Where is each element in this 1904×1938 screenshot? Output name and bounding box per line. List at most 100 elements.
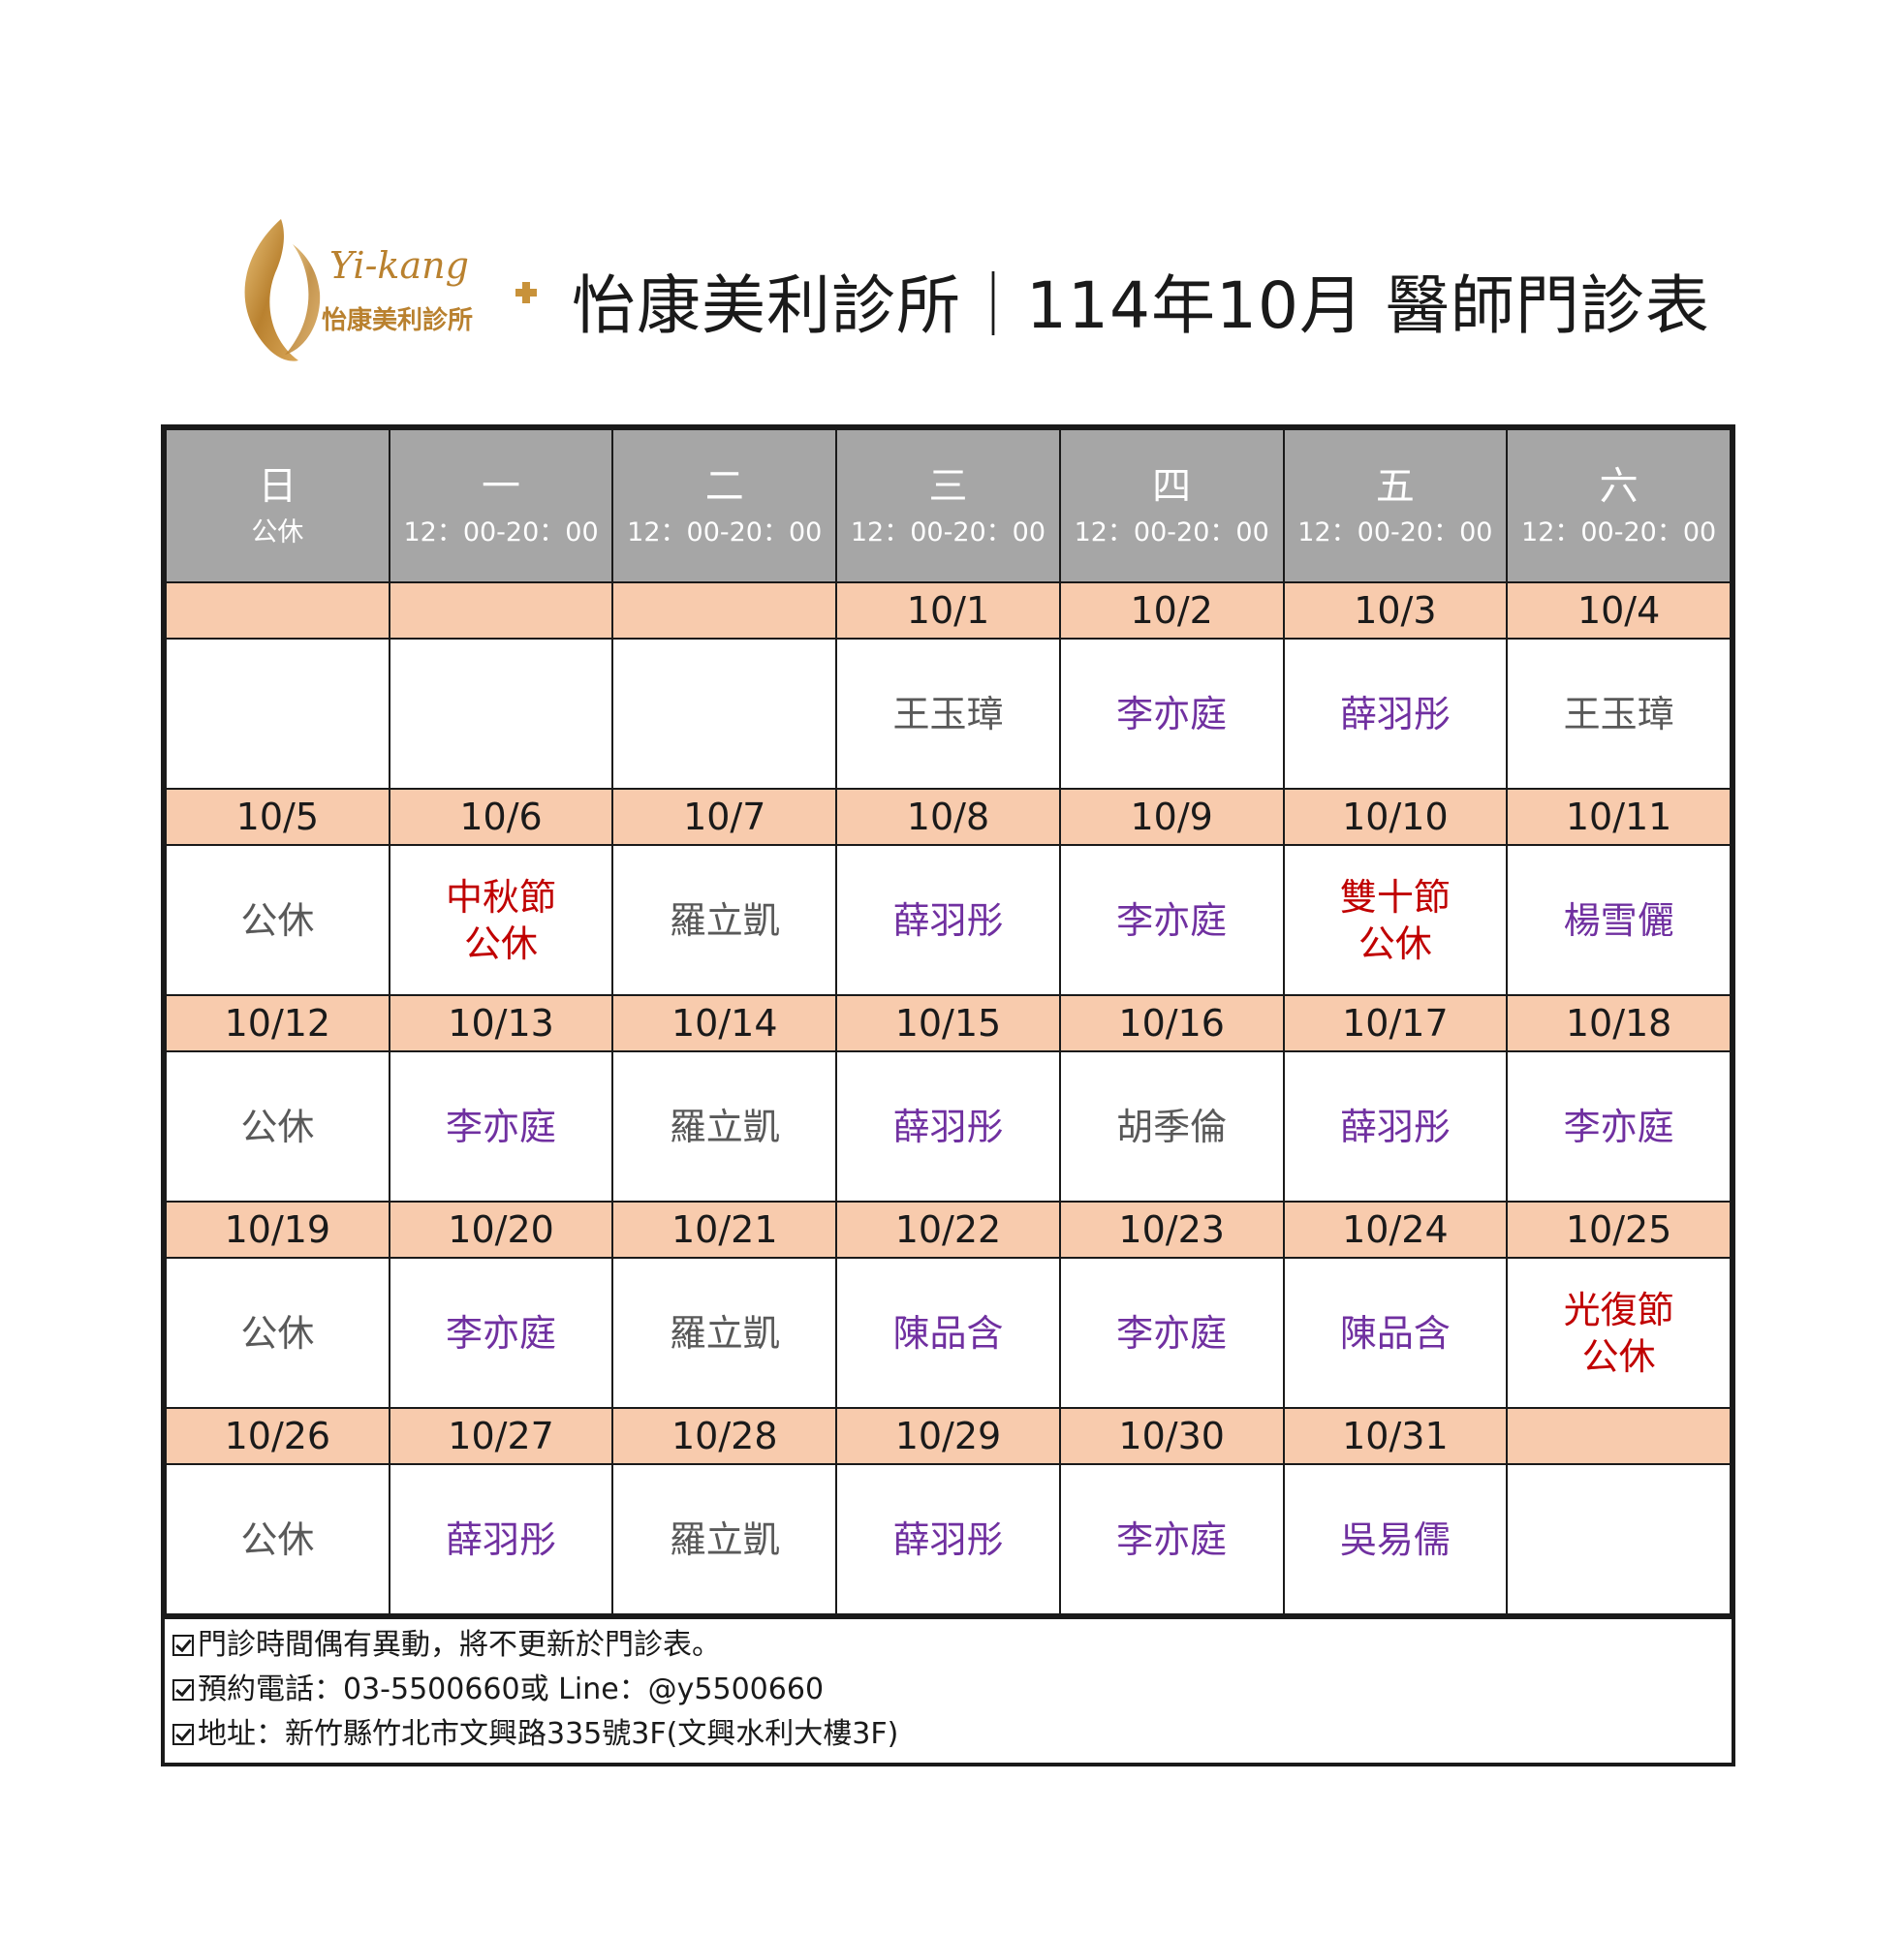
weekday-header-row: 日公休一 12：00-20：00 二 12：00-20：00 三 12：00-20：00 四… [165, 428, 1732, 583]
date-cell: 10/22 [835, 1201, 1061, 1259]
date-cell [1506, 1407, 1732, 1465]
date-cell: 10/1 [835, 581, 1061, 640]
doctor-cell: 李亦庭 [388, 1257, 614, 1409]
doctor-cell: 陳品含 [1282, 1257, 1509, 1409]
doctor-cell: 羅立凱 [611, 1050, 838, 1203]
doctor-name: 李亦庭 [1116, 1517, 1228, 1561]
doctor-cell: 雙十節 公休 [1282, 844, 1509, 996]
clinic-logo-icon [244, 219, 537, 361]
date-cell: 10/23 [1058, 1201, 1285, 1259]
doctor-name: 薛羽彤 [892, 1517, 1004, 1561]
date-cell: 10/5 [165, 788, 390, 846]
date-cell: 10/18 [1506, 994, 1732, 1052]
doctor-cell [388, 638, 614, 790]
clinic-logo: Yi-kang 怡康美利診所 [233, 215, 543, 366]
weekday-header: 三 12：00-20：00 [835, 428, 1061, 583]
date-cell: 10/26 [165, 1407, 390, 1465]
logo-text-zh: 怡康美利診所 [322, 306, 474, 335]
note-item: 預約電話：03-5500660或 Line：@y5500660 [172, 1668, 1732, 1712]
holiday-label: 公休 [464, 922, 539, 965]
date-cell: 10/25 [1506, 1201, 1732, 1259]
doctor-cell: 中秋節 公休 [388, 844, 614, 996]
date-cell: 10/4 [1506, 581, 1732, 640]
date-cell: 10/14 [611, 994, 838, 1052]
doctor-name: 李亦庭 [1116, 898, 1228, 942]
doctor-name: 公休 [240, 1311, 315, 1355]
doctor-name: 羅立凱 [669, 1105, 780, 1148]
doctor-cell: 李亦庭 [1058, 1257, 1285, 1409]
weekday-header: 日公休 [165, 428, 390, 583]
schedule-table: 日公休一 12：00-20：00 二 12：00-20：00 三 12：00-20：00 四… [165, 428, 1732, 1615]
doctor-cell: 吳易儒 [1282, 1463, 1509, 1615]
note-item: 門診時間偶有異動，將不更新於門診表。 [172, 1623, 1732, 1668]
doctor-cell: 陳品含 [835, 1257, 1061, 1409]
doctor-name: 李亦庭 [1116, 692, 1228, 735]
date-cell: 10/6 [388, 788, 614, 846]
doctor-cell: 李亦庭 [1058, 638, 1285, 790]
date-row: 10/5 10/6 10/7 10/8 10/9 10/10 10/11 [165, 788, 1732, 846]
doctor-cell: 李亦庭 [1506, 1050, 1732, 1203]
weekday-header: 五 12：00-20：00 [1282, 428, 1509, 583]
date-cell: 10/16 [1058, 994, 1285, 1052]
doctor-row: 公休 李亦庭 羅立凱 薛羽彤 胡季倫 薛羽彤 李亦庭 [165, 1050, 1732, 1203]
note-text: 預約電話：03-5500660或 Line：@y5500660 [198, 1672, 825, 1706]
doctor-cell: 薛羽彤 [388, 1463, 614, 1615]
date-cell: 10/21 [611, 1201, 838, 1259]
weekday-label: 日 [258, 464, 297, 509]
doctor-name: 公休 [240, 1105, 315, 1148]
weekday-header: 一 12：00-20：00 [388, 428, 614, 583]
doctor-name: 公休 [240, 898, 315, 942]
doctor-name: 公休 [240, 1517, 315, 1561]
doctor-cell: 光復節 公休 [1506, 1257, 1732, 1409]
weekday-header: 六 12：00-20：00 [1506, 428, 1732, 583]
doctor-cell: 羅立凱 [611, 844, 838, 996]
doctor-name: 羅立凱 [669, 1311, 780, 1355]
date-cell: 10/29 [835, 1407, 1061, 1465]
clinic-hours: 12：00-20：00 [850, 517, 1046, 547]
date-cell [165, 581, 390, 640]
date-cell: 10/12 [165, 994, 390, 1052]
doctor-name: 薛羽彤 [1339, 692, 1451, 735]
date-cell: 10/24 [1282, 1201, 1509, 1259]
holiday-label: 雙十節 [1339, 875, 1451, 919]
date-cell: 10/28 [611, 1407, 838, 1465]
doctor-cell [165, 638, 390, 790]
date-cell: 10/15 [835, 994, 1061, 1052]
date-cell: 10/13 [388, 994, 614, 1052]
clinic-hours: 公休 [251, 517, 304, 547]
doctor-cell [1506, 1463, 1732, 1615]
checkbox-checked-icon [172, 1635, 194, 1656]
schedule-calendar: 日公休一 12：00-20：00 二 12：00-20：00 三 12：00-20：00 四… [161, 424, 1735, 1766]
weekday-header: 四 12：00-20：00 [1058, 428, 1285, 583]
date-cell: 10/10 [1282, 788, 1509, 846]
clinic-hours: 12：00-20：00 [1074, 517, 1269, 547]
doctor-name: 羅立凱 [669, 1517, 780, 1561]
notes-section: 門診時間偶有異動，將不更新於門診表。預約電話：03-5500660或 Line：… [165, 1615, 1732, 1763]
clinic-hours: 12：00-20：00 [1521, 517, 1717, 547]
doctor-name: 李亦庭 [1563, 1105, 1674, 1148]
doctor-name: 楊雪儷 [1563, 898, 1674, 942]
doctor-cell: 薛羽彤 [1282, 638, 1509, 790]
doctor-name: 李亦庭 [446, 1311, 557, 1355]
doctor-cell: 羅立凱 [611, 1257, 838, 1409]
doctor-name: 李亦庭 [446, 1105, 557, 1148]
doctor-name: 陳品含 [892, 1311, 1004, 1355]
holiday-label: 公休 [1581, 1334, 1656, 1378]
date-row: 10/26 10/27 10/28 10/29 10/30 10/31 [165, 1407, 1732, 1465]
weekday-label: 二 [704, 464, 744, 509]
date-cell: 10/20 [388, 1201, 614, 1259]
doctor-cell: 薛羽彤 [835, 1463, 1061, 1615]
doctor-cell: 李亦庭 [388, 1050, 614, 1203]
doctor-name: 薛羽彤 [892, 898, 1004, 942]
doctor-cell: 羅立凱 [611, 1463, 838, 1615]
date-row: 10/1 10/2 10/3 10/4 [165, 581, 1732, 640]
doctor-name: 吳易儒 [1339, 1517, 1451, 1561]
doctor-cell: 公休 [165, 844, 390, 996]
doctor-cell: 李亦庭 [1058, 1463, 1285, 1615]
weekday-label: 一 [482, 464, 521, 509]
doctor-name: 王玉璋 [892, 692, 1004, 735]
holiday-label: 光復節 [1563, 1288, 1674, 1331]
date-cell: 10/27 [388, 1407, 614, 1465]
doctor-cell: 公休 [165, 1257, 390, 1409]
date-row: 10/19 10/20 10/21 10/22 10/23 10/24 10/25 [165, 1201, 1732, 1259]
